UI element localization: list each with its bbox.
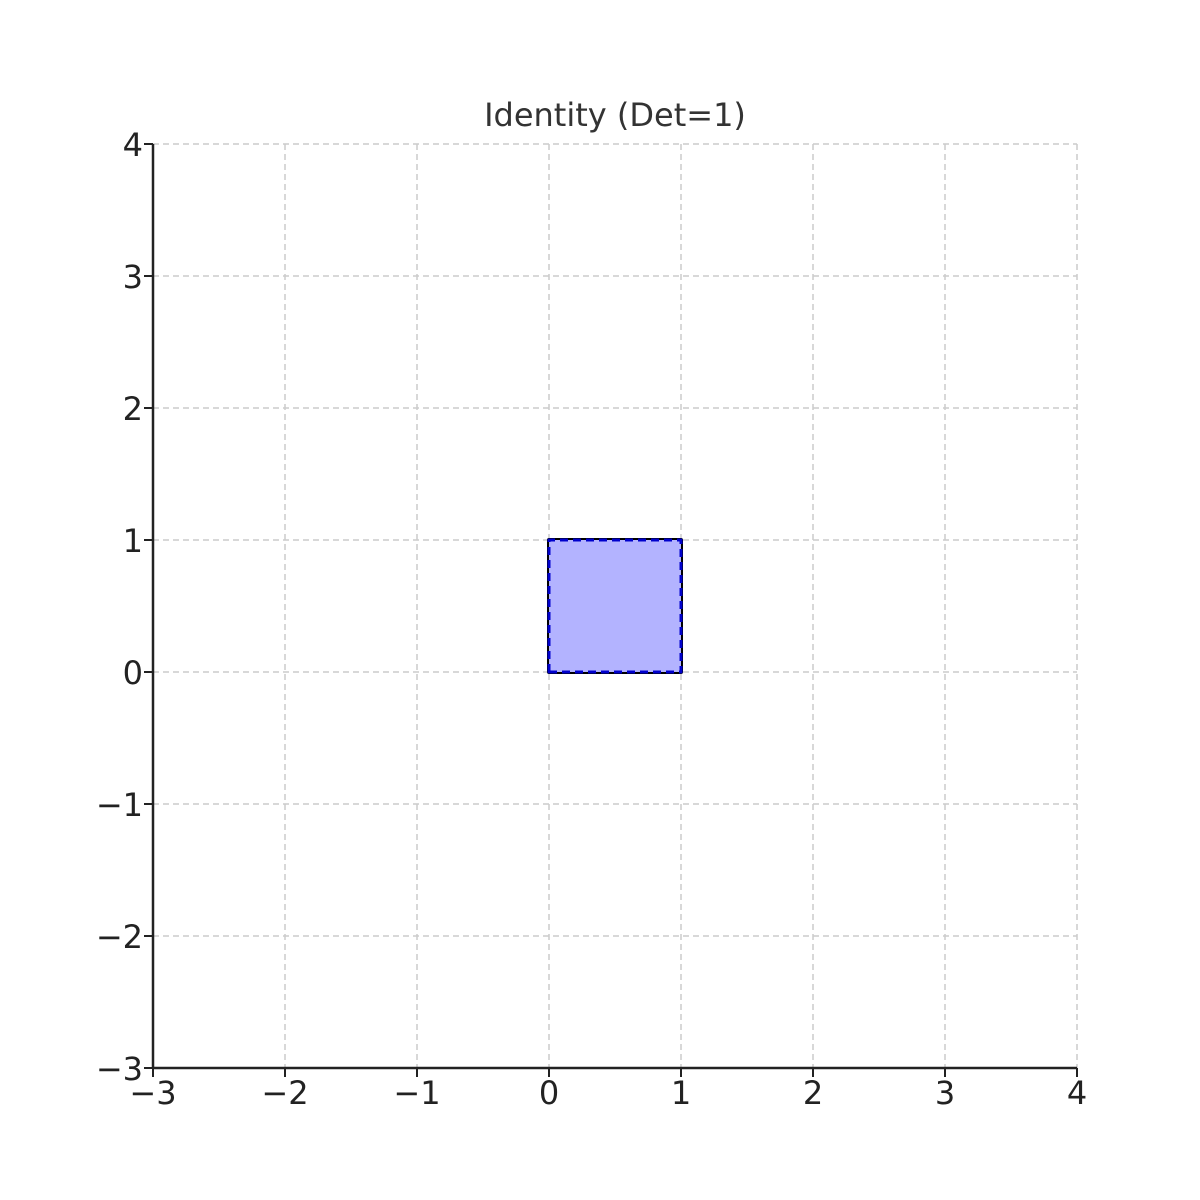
y-tick-label: 4 [123,126,143,164]
axes [151,144,1077,1070]
y-tick-label: 0 [123,654,143,692]
y-tick-label: −2 [96,918,143,956]
chart-title: Identity (Det=1) [484,96,746,134]
x-tick-label: −1 [393,1074,440,1112]
transformed-square [547,538,683,674]
y-tick-label: 2 [123,390,143,428]
x-tick-label: 1 [671,1074,691,1112]
x-tick-label: 3 [935,1074,955,1112]
x-tick-label: −3 [129,1074,176,1112]
x-tick-label: 4 [1067,1074,1087,1112]
x-tick-label: 2 [803,1074,823,1112]
y-tick-label: 3 [123,258,143,296]
y-axis-ticks: −3 −2 −1 0 1 2 3 4 [96,126,153,1088]
plotted-shapes [547,538,683,674]
x-tick-label: −2 [261,1074,308,1112]
y-tick-label: −1 [96,786,143,824]
y-tick-label: 1 [123,522,143,560]
x-tick-label: 0 [539,1074,559,1112]
x-axis-ticks: −3 −2 −1 0 1 2 3 4 [129,1068,1087,1112]
y-tick-label: −3 [96,1050,143,1088]
